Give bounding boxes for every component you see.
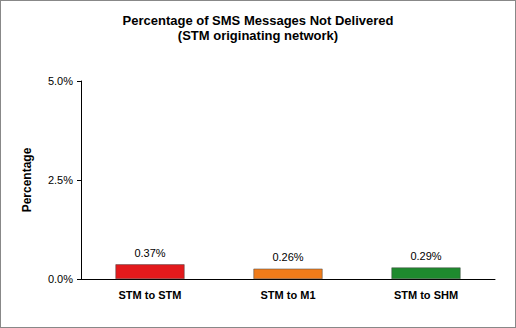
svg-text:0.0%: 0.0% [48, 273, 73, 285]
svg-text:0.26%: 0.26% [272, 251, 303, 263]
svg-text:STM to STM: STM to STM [119, 289, 182, 301]
svg-text:0.29%: 0.29% [410, 250, 441, 262]
svg-text:Percentage of SMS Messages Not: Percentage of SMS Messages Not Delivered [123, 13, 394, 28]
svg-text:5.0%: 5.0% [48, 75, 73, 87]
svg-text:2.5%: 2.5% [48, 174, 73, 186]
svg-text:STM to SHM: STM to SHM [394, 289, 458, 301]
svg-text:(STM originating network): (STM originating network) [178, 28, 338, 43]
svg-text:0.37%: 0.37% [134, 247, 165, 259]
svg-text:Percentage: Percentage [20, 147, 34, 212]
svg-text:STM to M1: STM to M1 [261, 289, 316, 301]
